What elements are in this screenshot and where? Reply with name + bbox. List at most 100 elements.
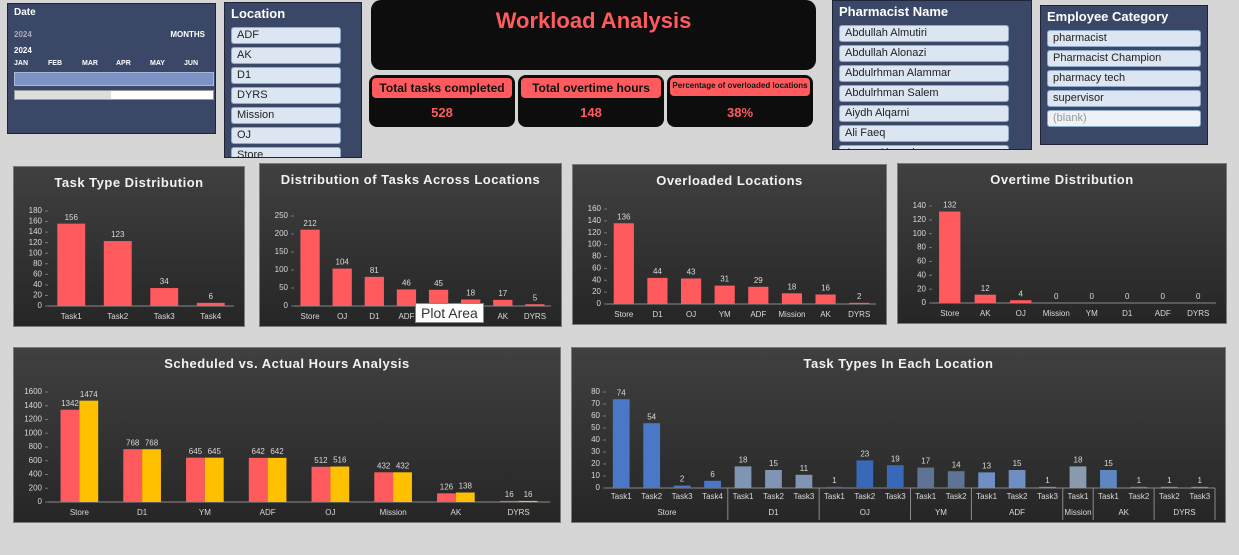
data-label: 136	[617, 212, 631, 221]
bar	[1160, 486, 1178, 488]
y-tick-label: 120	[588, 228, 602, 237]
slicer-item[interactable]: (blank)	[1047, 110, 1201, 127]
chart-title: Distribution of Tasks Across Locations	[280, 172, 541, 187]
y-tick-label: 0	[284, 301, 289, 310]
x-tick-label: Task3	[885, 492, 906, 501]
slicer-title: Date	[14, 7, 36, 18]
month-label: APR	[116, 60, 131, 67]
slicer-item[interactable]: Abdulrhman Salem	[839, 85, 1009, 102]
y-tick-label: 250	[275, 211, 289, 220]
data-label: 156	[65, 213, 79, 222]
month-label: JUN	[184, 60, 199, 67]
bar	[765, 470, 782, 488]
slicer-item[interactable]: Pharmacist Champion	[1047, 50, 1201, 67]
data-label: 29	[754, 276, 763, 285]
kpi-label: Percentage of overloaded locations	[670, 78, 810, 96]
data-label: 212	[303, 219, 317, 228]
bar	[714, 285, 735, 304]
data-label: 12	[981, 284, 990, 293]
y-tick-label: 140	[913, 201, 927, 210]
year: 2024	[14, 46, 32, 55]
data-label: 0	[1196, 292, 1201, 301]
x-tick-label: Task2	[1007, 492, 1028, 501]
data-label: 16	[505, 490, 514, 499]
date-slicer: Date MONTHS 2024 2024 JAN FEB MAR APR MAY JUN	[7, 3, 216, 134]
data-label: 1	[1137, 476, 1142, 485]
group-label: AK	[1118, 508, 1129, 517]
x-tick-label: ADF	[398, 312, 414, 321]
x-tick-label: Mission	[778, 310, 805, 319]
slicer-item[interactable]: Ali Faeq	[839, 125, 1009, 142]
bar	[647, 277, 668, 304]
bar	[1039, 486, 1056, 488]
bar	[680, 278, 702, 304]
data-label: 0	[1125, 292, 1130, 301]
time-level[interactable]: MONTHS	[170, 30, 205, 39]
month-label: JAN	[14, 60, 29, 67]
bar	[856, 460, 874, 488]
slicer-item[interactable]: pharmacy tech	[1047, 70, 1201, 87]
slicer-item[interactable]: ADF	[231, 27, 341, 44]
group-label: YM	[935, 508, 947, 517]
bar	[849, 302, 870, 304]
x-tick-label: Store	[70, 508, 90, 517]
y-tick-label: 40	[591, 435, 600, 444]
data-label: 18	[787, 282, 796, 291]
y-tick-label: 200	[275, 229, 289, 238]
kpi-card: Percentage of overloaded locations 38%	[667, 75, 813, 127]
slicer-item[interactable]: AK	[231, 47, 341, 64]
scrollbar[interactable]	[14, 90, 214, 100]
slicer-item[interactable]: supervisor	[1047, 90, 1201, 107]
y-tick-label: 10	[591, 471, 600, 480]
tooltip: Plot Area	[415, 303, 484, 323]
bar	[461, 299, 481, 306]
slicer-item[interactable]: Mission	[231, 107, 341, 124]
bar	[300, 229, 320, 306]
bar	[267, 457, 287, 502]
x-tick-label: Task4	[702, 492, 723, 501]
bar	[917, 467, 935, 488]
chart: 0 20 40 60 80 100 120 140 Store 132 AK 12 OJ 4 Mission…	[897, 163, 1227, 324]
data-label: 645	[189, 447, 203, 456]
data-label: 512	[314, 456, 328, 465]
slicer-item[interactable]: Anwar Alanazi	[839, 145, 1009, 149]
bar	[1010, 300, 1032, 303]
x-tick-label: AK	[980, 309, 991, 318]
x-tick-label: DYRS	[1187, 309, 1209, 318]
x-tick-label: AK	[451, 508, 462, 517]
x-tick-label: Task3	[1037, 492, 1058, 501]
y-tick-label: 600	[29, 456, 43, 465]
y-tick-label: 40	[33, 280, 42, 289]
kpi-value: 148	[580, 105, 602, 120]
group-label: ADF	[1009, 508, 1025, 517]
x-tick-label: Task2	[763, 492, 784, 501]
slicer-item[interactable]: Abdulrhman Alammar	[839, 65, 1009, 82]
bar	[1130, 486, 1148, 488]
dashboard-title: Workload Analysis	[495, 8, 692, 33]
bar	[613, 223, 634, 304]
data-label: 18	[1074, 456, 1083, 465]
slicer-item[interactable]: D1	[231, 67, 341, 84]
data-label: 44	[653, 267, 662, 276]
slicer-item[interactable]: Abdullah Almutiri	[839, 25, 1009, 42]
slicer-item[interactable]: pharmacist	[1047, 30, 1201, 47]
slicer-item[interactable]: Aiydh Alqarni	[839, 105, 1009, 122]
bar	[186, 457, 205, 502]
y-tick-label: 60	[917, 257, 926, 266]
data-label: 34	[160, 277, 169, 286]
x-tick-label: Task1	[61, 312, 82, 321]
slicer-item[interactable]: Abdullah Alonazi	[839, 45, 1009, 62]
slicer-item[interactable]: OJ	[231, 127, 341, 144]
bar	[815, 294, 836, 304]
slicer-item[interactable]: DYRS	[231, 87, 341, 104]
data-label: 2	[857, 292, 862, 301]
bar	[428, 289, 449, 306]
location-slicer: Location ADF AK D1 DYRS Mission OJ Store	[224, 2, 362, 158]
slicer-item[interactable]: Store	[231, 147, 341, 157]
y-tick-label: 60	[592, 263, 601, 272]
bar	[1191, 486, 1209, 488]
data-label: 516	[333, 456, 347, 465]
data-label: 0	[1161, 292, 1166, 301]
data-label: 2	[680, 475, 685, 484]
timeline-bar[interactable]	[14, 72, 214, 86]
